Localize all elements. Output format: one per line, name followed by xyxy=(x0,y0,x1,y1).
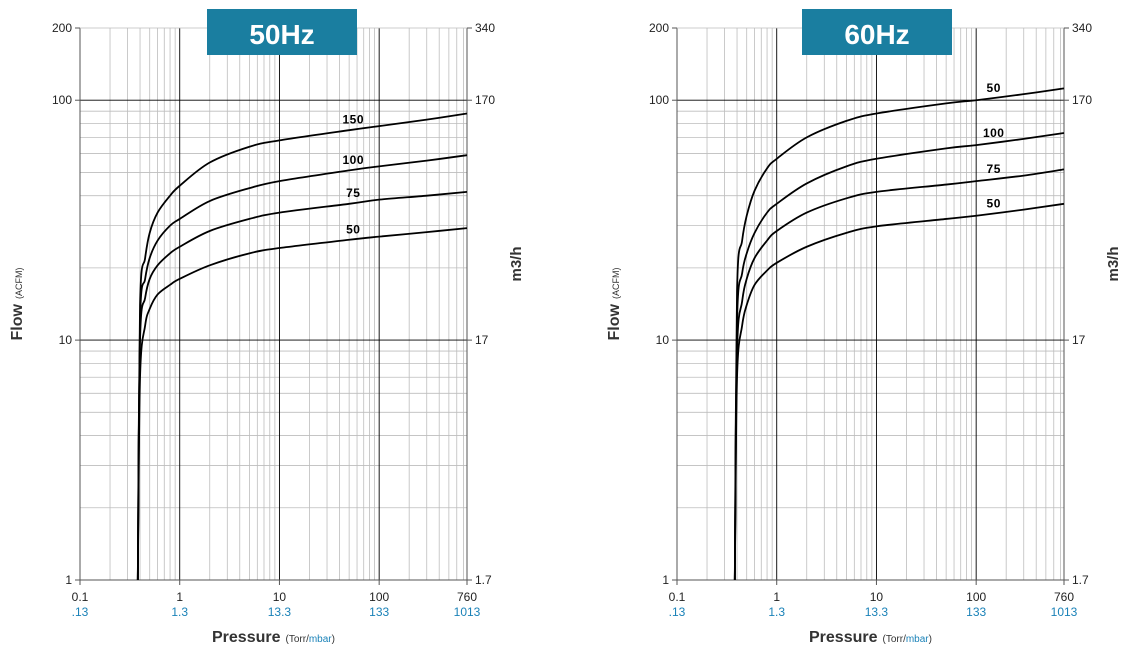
x-axis-unit-close: ) xyxy=(332,634,335,645)
x-tick-label-mbar: 133 xyxy=(369,605,389,619)
x-tick-label: 1 xyxy=(176,590,183,604)
x-axis-title: Pressure xyxy=(809,629,878,646)
series-label-50: 50 xyxy=(346,222,360,236)
y2-tick-label: 17 xyxy=(475,333,489,347)
x-axis-unit-torr: (Torr xyxy=(883,634,904,645)
x-tick-label-mbar: 133 xyxy=(966,605,986,619)
y2-axis-label: m3/h xyxy=(1105,246,1122,281)
y-tick-label: 100 xyxy=(52,93,72,107)
x-axis-title: Pressure xyxy=(212,629,281,646)
y2-tick-label: 170 xyxy=(1072,93,1092,107)
y-axis-label: Flow (ACFM) xyxy=(606,268,623,341)
x-tick-label-mbar: 1.3 xyxy=(768,605,785,619)
y-tick-label: 10 xyxy=(656,333,670,347)
series-label-50: 50 xyxy=(987,81,1001,95)
y2-axis-label: m3/h xyxy=(508,246,525,281)
series-label-150: 150 xyxy=(343,113,365,127)
y-tick-label: 1 xyxy=(65,573,72,587)
x-tick-label: 0.1 xyxy=(72,590,89,604)
x-tick-label: 1 xyxy=(773,590,780,604)
y-axis-unit: (ACFM) xyxy=(611,268,621,300)
x-tick-label-mbar: 1013 xyxy=(454,605,481,619)
y2-tick-label: 1.7 xyxy=(1072,573,1089,587)
y-axis-unit: (ACFM) xyxy=(14,268,24,300)
x-tick-label-mbar: 13.3 xyxy=(268,605,292,619)
y2-tick-label: 340 xyxy=(1072,21,1092,35)
y-tick-label: 1 xyxy=(662,573,669,587)
y-tick-label: 200 xyxy=(52,21,72,35)
x-tick-label: 10 xyxy=(870,590,884,604)
x-axis-unit-sep: / xyxy=(306,634,309,645)
series-line-100 xyxy=(136,154,468,581)
series-line-150 xyxy=(136,112,468,581)
y2-tick-label: 170 xyxy=(475,93,495,107)
x-tick-label-mbar: 1.3 xyxy=(171,605,188,619)
x-axis-label: Pressure (Torr/mbar) xyxy=(212,629,335,646)
x-axis-unit-mbar: mbar xyxy=(309,634,332,645)
x-axis-unit-mbar: mbar xyxy=(906,634,929,645)
series-line-75 xyxy=(136,190,468,581)
x-tick-label: 100 xyxy=(369,590,389,604)
series-line-50 xyxy=(733,87,1065,581)
x-tick-label-mbar: .13 xyxy=(669,605,686,619)
x-tick-label-mbar: 1013 xyxy=(1051,605,1078,619)
x-axis-unit-torr: (Torr xyxy=(286,634,307,645)
series-label-75: 75 xyxy=(346,186,360,200)
series-line-75 xyxy=(733,168,1065,581)
x-axis-unit-close: ) xyxy=(929,634,932,645)
series-line-50 xyxy=(136,227,468,581)
x-tick-label: 760 xyxy=(457,590,477,604)
x-tick-label-mbar: .13 xyxy=(72,605,89,619)
y2-tick-label: 340 xyxy=(475,21,495,35)
title-box xyxy=(802,9,952,55)
chart-title: 60Hz xyxy=(844,19,909,50)
y-tick-label: 100 xyxy=(649,93,669,107)
y2-tick-label: 1.7 xyxy=(475,573,492,587)
x-tick-label: 0.1 xyxy=(669,590,686,604)
chart-title: 50Hz xyxy=(249,19,314,50)
x-tick-label: 760 xyxy=(1054,590,1074,604)
y-tick-label: 10 xyxy=(59,333,73,347)
y-axis-title: Flow xyxy=(9,303,26,340)
x-tick-label: 100 xyxy=(966,590,986,604)
series-label-100: 100 xyxy=(343,153,365,167)
y-axis-title: Flow xyxy=(606,303,623,340)
y-tick-label: 200 xyxy=(649,21,669,35)
y2-tick-label: 17 xyxy=(1072,333,1086,347)
x-tick-label-mbar: 13.3 xyxy=(865,605,889,619)
series-label-75: 75 xyxy=(987,162,1001,176)
title-box xyxy=(207,9,357,55)
x-axis-label: Pressure (Torr/mbar) xyxy=(809,629,932,646)
series-label-100: 100 xyxy=(983,126,1005,140)
x-tick-label: 10 xyxy=(273,590,287,604)
y-axis-label: Flow (ACFM) xyxy=(9,268,26,341)
x-axis-unit-sep: / xyxy=(903,634,906,645)
series-label-50: 50 xyxy=(987,196,1001,210)
series-line-100 xyxy=(733,132,1065,581)
series-line-50 xyxy=(733,202,1065,581)
